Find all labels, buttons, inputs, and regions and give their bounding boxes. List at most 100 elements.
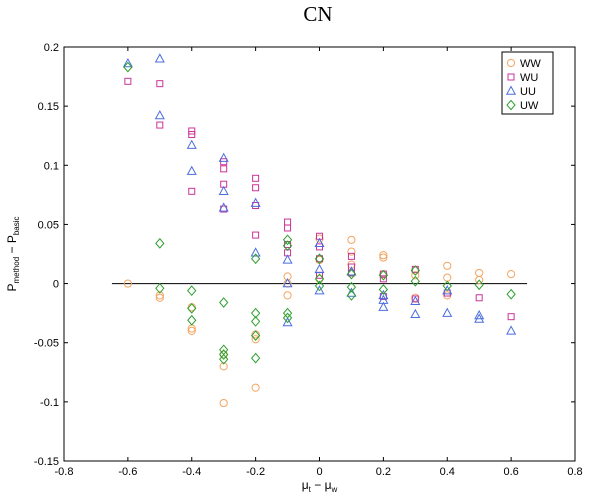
data-point-ww: [379, 251, 388, 260]
data-point-uu: [314, 263, 325, 274]
data-points: [122, 53, 517, 408]
data-point-uw: [155, 282, 165, 294]
data-point-uw: [187, 314, 197, 326]
data-point-uu: [442, 307, 453, 317]
data-point-uw: [155, 237, 165, 249]
data-point-uw: [410, 265, 420, 276]
y-tick-label: -0.05: [34, 338, 59, 350]
legend-marker-ww: [506, 58, 516, 68]
data-point-uw: [219, 349, 229, 360]
data-point-ww: [219, 398, 228, 408]
data-point-ww: [443, 291, 452, 300]
data-point-uu: [506, 325, 517, 335]
series-uw: [123, 61, 516, 365]
y-axis-label: Pmethod − Pbasic: [5, 216, 21, 291]
data-point-ww: [283, 291, 292, 300]
y-tick-label: 0.1: [44, 160, 59, 172]
data-point-uw: [250, 330, 261, 341]
data-point-wu: [252, 202, 260, 210]
data-point-ww: [347, 235, 356, 244]
data-point-uu: [346, 266, 357, 276]
data-point-uw: [282, 234, 293, 246]
data-point-wu: [188, 187, 196, 195]
x-axis-label-sub-t: t: [309, 485, 312, 492]
data-point-uw: [250, 253, 261, 265]
data-point-ww: [315, 234, 324, 243]
data-point-ww: [347, 247, 356, 256]
x-axis-label-minus: − μ: [311, 478, 332, 492]
x-tick-label: -0.8: [55, 466, 74, 478]
chart-title: CN: [303, 2, 332, 26]
legend-box: [501, 51, 554, 115]
data-point-uw: [123, 61, 133, 73]
data-point-uu: [474, 313, 485, 323]
legend: WW WU UU UW: [501, 51, 554, 115]
data-point-uw: [250, 307, 261, 319]
y-axis-label-p1: P: [5, 284, 19, 292]
legend-label-uw: UW: [520, 100, 539, 112]
y-axis-label-minus: − P: [5, 235, 19, 257]
data-point-uu: [314, 285, 325, 295]
data-point-wu: [188, 131, 196, 139]
data-point-uw: [282, 307, 293, 319]
data-point-uu: [346, 287, 357, 297]
y-axis-ticks: 0.2 0.15 0.1 0.05 0 -0.05 -0.1 -0.15: [34, 42, 575, 468]
y-tick-label: -0.1: [40, 397, 59, 409]
data-point-uu: [186, 139, 197, 149]
legend-marker-uw: [506, 99, 516, 111]
data-point-uu: [122, 58, 133, 68]
data-point-wu: [316, 255, 323, 263]
data-point-wu: [156, 80, 164, 88]
data-point-uu: [282, 278, 293, 288]
y-tick-label: 0.05: [38, 219, 59, 231]
data-point-uw: [378, 284, 389, 295]
data-point-wu: [220, 165, 228, 173]
x-tick-label: 0: [316, 466, 322, 478]
x-tick-label: 0.6: [503, 466, 518, 478]
data-point-uw: [410, 275, 420, 287]
data-point-uw: [282, 240, 293, 252]
data-point-ww: [411, 293, 420, 302]
data-point-uu: [474, 309, 485, 320]
data-point-uu: [250, 247, 261, 257]
data-point-uu: [410, 295, 421, 306]
x-axis-label: μt − μw: [302, 478, 338, 492]
legend-label-uu: UU: [520, 86, 536, 98]
data-point-wu: [507, 313, 515, 321]
data-point-uu: [186, 165, 197, 175]
data-point-wu: [284, 224, 292, 232]
x-tick-label: 0.4: [440, 466, 455, 478]
data-point-ww: [187, 326, 196, 335]
data-point-ww: [475, 275, 484, 285]
data-point-uu: [442, 285, 453, 295]
x-tick-label: -0.6: [118, 466, 137, 478]
y-tick-label: 0: [53, 279, 59, 291]
x-axis-label-mu-t: μ: [302, 478, 309, 492]
data-point-uw: [314, 280, 325, 292]
data-point-ww: [219, 362, 228, 371]
data-point-uw: [442, 280, 452, 292]
data-point-wu: [188, 127, 196, 135]
legend-marker-wu: [507, 73, 515, 81]
data-point-wu: [379, 275, 387, 283]
data-point-ww: [443, 261, 452, 270]
data-point-uu: [378, 301, 389, 311]
x-tick-label: 0.8: [567, 466, 582, 478]
data-point-uu: [154, 53, 165, 63]
x-tick-label: -0.2: [246, 466, 265, 478]
data-point-uu: [378, 289, 389, 300]
data-point-uw: [378, 269, 389, 281]
data-point-uw: [346, 268, 357, 280]
data-point-uw: [346, 281, 357, 293]
data-point-uu: [282, 317, 293, 327]
data-point-uu: [218, 152, 229, 162]
data-point-uu: [218, 185, 229, 196]
y-tick-label: -0.15: [34, 456, 59, 468]
data-point-uw: [282, 312, 293, 324]
x-axis-label-sub-w: w: [330, 485, 337, 492]
data-point-uw: [346, 290, 357, 301]
data-point-wu: [252, 174, 260, 182]
y-axis-label-sub-method: method: [12, 257, 21, 284]
data-point-uw: [314, 273, 325, 285]
